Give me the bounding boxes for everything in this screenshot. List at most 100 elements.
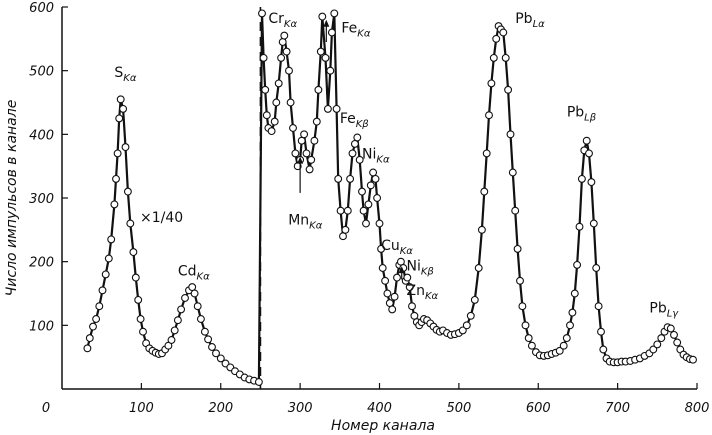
scale-note: ×1/40 [140,210,183,226]
data-point [104,254,113,263]
data-point [312,117,321,126]
data-point [278,38,287,46]
data-point [282,47,291,56]
data-point [470,295,479,304]
data-point [485,111,493,120]
data-point [139,327,147,336]
peak-label-cu: CuKα [381,238,413,257]
data-point [188,283,197,292]
data-point [346,174,355,183]
data-point [259,53,268,62]
data-point [477,225,486,234]
data-point [592,264,601,272]
data-point [373,194,382,202]
data-point [305,165,314,174]
data-point [474,264,483,272]
data-point [355,155,364,164]
fe-arrow-head [323,19,330,27]
data-point [190,289,199,298]
data-point [559,341,568,350]
data-point [573,260,582,269]
data-point [327,28,336,37]
data-point [597,327,605,336]
data-point [316,47,325,56]
data-point [393,273,401,282]
data-point [110,200,119,209]
data-point [513,244,522,253]
x-tick-label: 300 [288,401,313,416]
data-point [555,346,564,355]
data-point [261,85,270,94]
data-point [131,273,140,282]
data-point [405,283,414,292]
peak-label-pb-lb: PbLβ [567,105,597,124]
data-point [364,200,373,209]
peak-label-s: SKα [114,65,136,84]
data-point [291,149,300,158]
data-point [589,219,598,228]
data-point [302,149,311,158]
y-tick-label: 400 [29,128,54,143]
data-point [277,53,286,62]
data-point [489,53,498,62]
data-point [350,139,359,148]
peak-label-cd: CdKα [178,264,210,283]
x-tick-label: 700 [605,401,630,416]
peak-label-ni-ka: NiKα [362,147,390,166]
data-point [369,168,378,177]
data-point [321,53,330,62]
data-point [113,149,122,158]
data-point [341,225,350,234]
data-point [254,378,263,386]
data-point [506,130,515,139]
data-point [585,149,593,158]
peak-label-cr: CrKα [268,11,297,30]
data-point [521,321,530,330]
x-tick-label: 0 [42,401,50,416]
peak-label-fe-ka: FeKα [341,20,370,39]
data-point [196,315,205,323]
data-point [204,335,213,344]
data-point [115,114,124,123]
data-point [98,286,107,295]
data-point [666,324,675,333]
x-tick-label: 200 [208,401,233,416]
data-point [126,219,135,228]
data-point [280,31,289,40]
data-point [262,111,271,120]
peak-label-pb-la: PbLα [515,11,545,30]
data-point [653,340,662,349]
data-point [516,276,524,285]
data-point [518,302,527,311]
data-point [167,336,176,344]
data-point [323,104,332,113]
data-point [524,334,533,343]
data-point [568,308,577,317]
data-point [383,289,392,298]
x-tick-label: 800 [685,401,710,416]
data-point [390,292,399,301]
data-point [492,34,501,43]
data-point [480,187,489,196]
data-point [200,327,209,336]
data-point [487,79,496,88]
data-point [270,117,279,126]
data-point [670,330,678,339]
data-point [343,206,352,215]
x-tick-label: 400 [367,401,392,416]
data-point [334,174,343,183]
data-point [570,289,579,298]
peak-label-fe-kb: FeKβ [340,111,369,130]
data-point [208,343,216,351]
y-tick-label: 600 [29,1,54,16]
data-point [314,85,323,94]
data-point [216,354,225,363]
arrows [297,19,405,280]
data-point [89,322,97,331]
data-point [121,143,130,152]
data-point [348,149,357,158]
data-point [582,136,591,145]
data-point [408,302,416,311]
data-point [377,244,386,253]
data-point [112,174,120,183]
